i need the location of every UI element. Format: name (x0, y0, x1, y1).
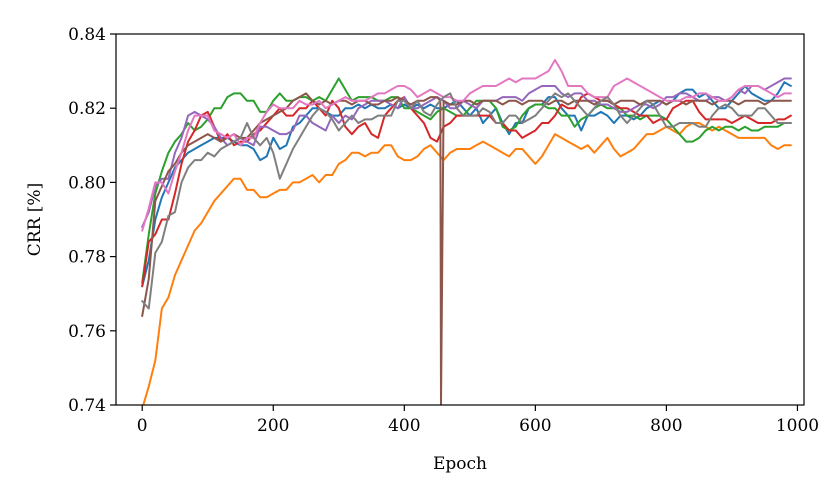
y-axis: 0.74 0.76 0.78 0.80 0.82 0.84 (68, 25, 116, 416)
series-layer (141, 58, 792, 405)
x-tick-label: 200 (257, 416, 289, 436)
y-tick-label: 0.76 (68, 322, 106, 342)
series-line-8 (141, 92, 792, 310)
y-tick-label: 0.78 (68, 248, 106, 268)
plot-frame (115, 33, 805, 406)
x-axis-label: Epoch (433, 454, 487, 474)
x-tick-label: 0 (137, 416, 148, 436)
y-axis-label: CRR [%] (25, 183, 45, 256)
x-tick-label: 800 (650, 416, 682, 436)
x-tick-label: 400 (388, 416, 420, 436)
series-line-6 (141, 92, 792, 405)
x-axis: 0 200 400 600 800 1000 (137, 405, 819, 436)
series-line-3 (141, 77, 792, 284)
y-tick-label: 0.80 (68, 173, 106, 193)
y-tick-label: 0.82 (68, 99, 106, 119)
x-tick-label: 1000 (776, 416, 819, 436)
series-line-5 (141, 77, 792, 228)
series-line-1 (142, 122, 792, 405)
y-tick-label: 0.84 (68, 25, 106, 45)
y-tick-label: 0.74 (68, 396, 106, 416)
series-line-7 (141, 58, 792, 232)
x-tick-label: 600 (519, 416, 551, 436)
